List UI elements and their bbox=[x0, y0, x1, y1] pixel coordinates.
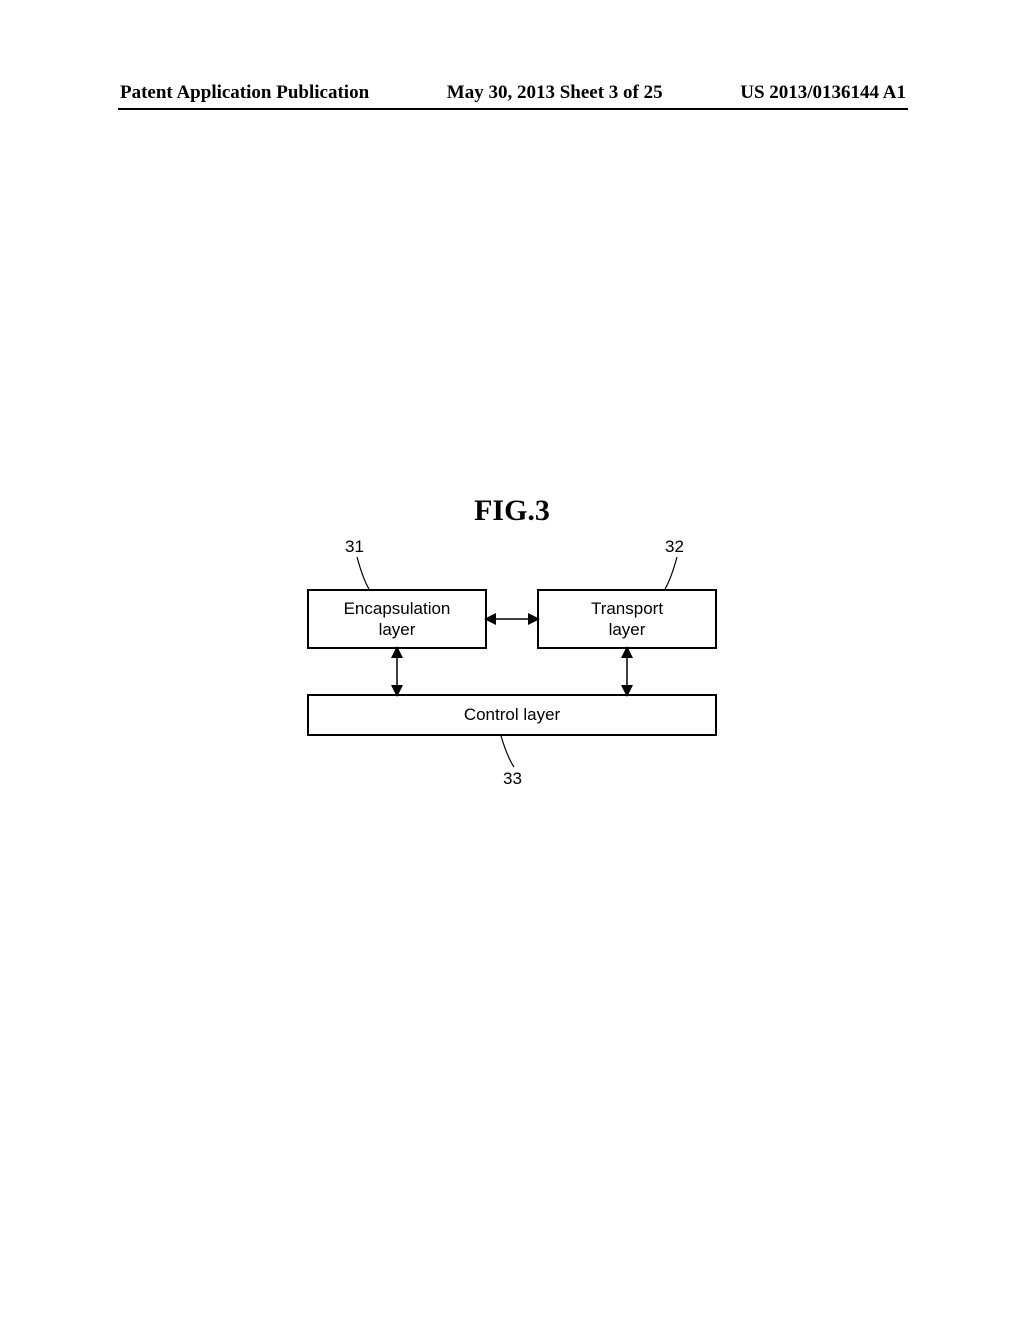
page-header: Patent Application Publication May 30, 2… bbox=[0, 82, 1024, 104]
header-center: May 30, 2013 Sheet 3 of 25 bbox=[447, 82, 663, 104]
transport-label-line1: Transport bbox=[591, 598, 663, 619]
ref-33: 33 bbox=[503, 769, 522, 789]
control-layer-box: Control layer bbox=[307, 694, 717, 736]
figure-title: FIG.3 bbox=[0, 494, 1024, 528]
diagram-arrows bbox=[307, 537, 717, 797]
ref-31: 31 bbox=[345, 537, 364, 557]
encap-label-line2: layer bbox=[379, 619, 416, 640]
header-rule bbox=[118, 108, 908, 110]
control-label: Control layer bbox=[464, 704, 560, 725]
transport-label-line2: layer bbox=[609, 619, 646, 640]
ref-32: 32 bbox=[665, 537, 684, 557]
encap-label-line1: Encapsulation bbox=[344, 598, 451, 619]
header-left: Patent Application Publication bbox=[120, 82, 369, 104]
header-right: US 2013/0136144 A1 bbox=[740, 82, 906, 104]
diagram-fig3: Encapsulation layer Transport layer Cont… bbox=[307, 537, 717, 797]
transport-layer-box: Transport layer bbox=[537, 589, 717, 649]
encapsulation-layer-box: Encapsulation layer bbox=[307, 589, 487, 649]
